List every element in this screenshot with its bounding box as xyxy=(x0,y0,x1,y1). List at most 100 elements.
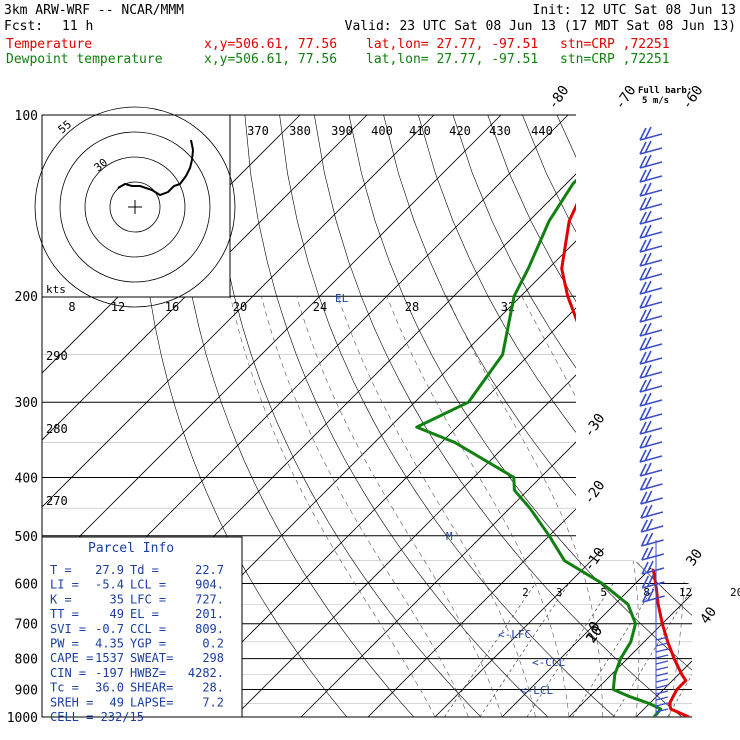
mixing-ratio-label: 3 xyxy=(556,586,563,599)
wind-barb xyxy=(639,287,663,295)
wind-barb-flag xyxy=(644,266,652,280)
dry-adiabat-line xyxy=(660,115,692,717)
wind-barb-flag xyxy=(641,589,650,603)
hodograph-speed-label: 12 xyxy=(111,300,125,314)
isotherm-line xyxy=(501,115,692,717)
temperature-station: stn=CRP ,72251 xyxy=(560,37,670,52)
dewpoint-station: stn=CRP ,72251 xyxy=(560,52,670,67)
temperature-xy: x,y=506.61, 77.56 xyxy=(204,37,337,52)
wind-barb xyxy=(641,567,665,575)
isotherm-line xyxy=(367,115,692,717)
pressure-tick-label: 800 xyxy=(15,653,38,668)
wind-barb xyxy=(640,511,664,519)
wind-barb-flag xyxy=(644,224,652,238)
wind-barb xyxy=(639,343,663,351)
wind-barb-flag xyxy=(639,267,647,281)
wind-barb-flag xyxy=(644,140,652,154)
wind-barb-low xyxy=(655,648,669,653)
wind-barb-flag xyxy=(639,365,647,379)
dewpoint-latlon: lat,lon= 27.77, -97.51 xyxy=(366,52,538,67)
parcel-field: TT = xyxy=(50,607,79,621)
moist-adiabat-line xyxy=(703,296,740,717)
wind-barb-flag xyxy=(644,392,652,406)
forecast-label: Fcst: xyxy=(4,19,43,34)
parcel-field: SREH = xyxy=(50,695,93,709)
model-title: 3km ARW-WRF -- NCAR/MMM xyxy=(4,3,184,18)
wind-barb xyxy=(639,371,663,379)
hodograph-speed-label: 24 xyxy=(313,300,327,314)
hodograph-ring xyxy=(34,106,236,308)
theta-label: 290 xyxy=(46,349,68,363)
wind-barb xyxy=(639,455,663,463)
wind-barb xyxy=(639,273,663,281)
dry-adiabat-line xyxy=(244,115,549,717)
parcel-field: 727. xyxy=(195,592,224,606)
valid-time: Valid: 23 UTC Sat 08 Jun 13 (17 MDT Sat … xyxy=(345,19,736,34)
isotherm-label: -20 xyxy=(581,478,609,508)
theta-label: 280 xyxy=(46,422,68,436)
wind-barb-flag xyxy=(639,295,647,309)
wind-barb-flag xyxy=(645,504,653,518)
theta-label: 400 xyxy=(371,124,393,138)
parcel-field: Td = xyxy=(130,563,159,577)
isotherm-label: -70 xyxy=(612,83,640,113)
wind-barb-flag xyxy=(639,435,647,449)
parcel-field: 49 xyxy=(110,607,124,621)
wind-barb xyxy=(641,539,664,547)
wind-barb xyxy=(639,413,663,421)
wind-barb-flag xyxy=(641,575,650,589)
mixing-ratio-line xyxy=(444,583,536,717)
wind-barb-flag xyxy=(639,281,647,295)
wind-barb-flag xyxy=(639,155,647,169)
wind-barb xyxy=(639,175,663,183)
dry-adiabat-line xyxy=(418,115,692,717)
temperature-profile-line xyxy=(560,115,690,717)
pressure-tick-label: 500 xyxy=(15,530,38,545)
moist-adiabat-line xyxy=(446,296,603,717)
dry-adiabat-line xyxy=(730,115,740,717)
parcel-field: 27.9 xyxy=(95,563,124,577)
wind-barb xyxy=(641,525,664,533)
mixing-ratio-line xyxy=(613,583,692,717)
wind-barb-flag xyxy=(639,323,647,337)
pressure-tick-label: 100 xyxy=(15,109,38,124)
wind-barb xyxy=(639,259,663,267)
isotherm-label: -80 xyxy=(545,83,573,113)
temperature-latlon: lat,lon= 27.77, -97.51 xyxy=(366,37,538,52)
lfc-label: <-LFC xyxy=(498,628,531,641)
wind-barb-low xyxy=(655,672,669,677)
wind-barb-flag xyxy=(644,490,653,504)
wind-barb xyxy=(639,161,663,169)
wind-barb-flag xyxy=(639,379,647,393)
mixing-ratio-label: 5 xyxy=(600,586,607,599)
wind-barb xyxy=(642,595,665,603)
mixing-ratio-label: 2 xyxy=(522,586,529,599)
wind-barb-flag xyxy=(639,197,647,211)
lcl-label: <-LCL xyxy=(520,684,553,697)
hodograph-box xyxy=(41,114,231,298)
wind-barb-flag xyxy=(639,477,648,491)
wind-barb-flag xyxy=(639,337,647,351)
parcel-field: 0.2 xyxy=(202,637,224,651)
wind-barb xyxy=(639,427,663,435)
wind-barb xyxy=(639,147,663,155)
moist-adiabat-line xyxy=(737,296,740,717)
wind-barb-flag xyxy=(644,322,652,336)
el-label: EL xyxy=(335,292,349,305)
parcel-field: -197 xyxy=(95,666,124,680)
pressure-tick-label: 200 xyxy=(15,290,38,305)
dry-adiabat-line xyxy=(556,115,692,717)
wind-barb-flag xyxy=(639,491,648,505)
wind-barb xyxy=(640,497,663,505)
wind-barb xyxy=(639,189,663,197)
moist-adiabat-line xyxy=(296,296,503,717)
wind-barb xyxy=(639,315,663,323)
theta-label: 390 xyxy=(331,124,353,138)
parcel-field: CIN = xyxy=(50,666,86,680)
wind-barb xyxy=(642,581,665,589)
parcel-info-title: Parcel Info xyxy=(88,541,174,556)
parcel-field: CELL = 232/15 xyxy=(50,710,144,724)
wind-barb-flag xyxy=(640,533,649,547)
wind-barb-flag xyxy=(644,294,652,308)
